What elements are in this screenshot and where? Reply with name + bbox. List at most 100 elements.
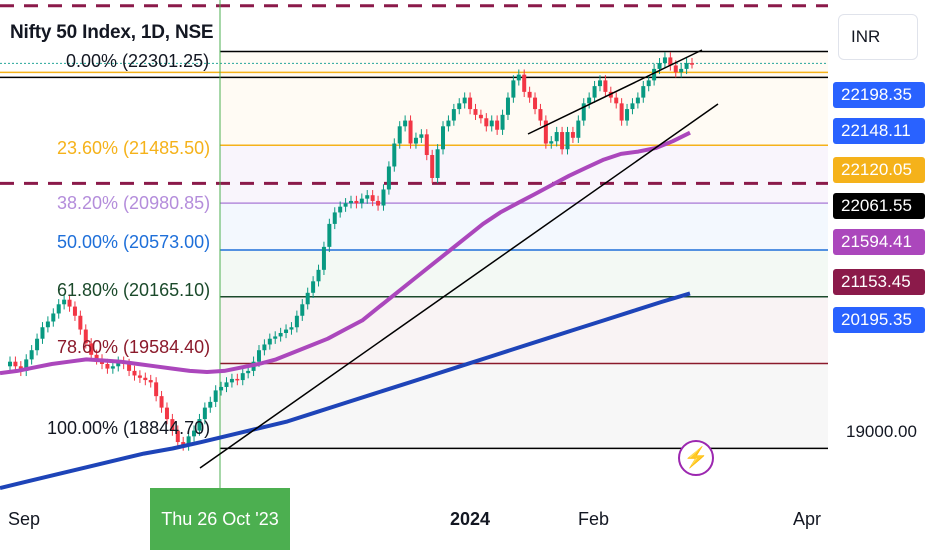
candle-body	[148, 380, 153, 383]
candle-body	[51, 313, 56, 322]
ema-short-line	[0, 130, 691, 376]
x-tick-apr: Apr	[793, 509, 822, 529]
candle-body	[62, 299, 67, 305]
candle-body	[451, 109, 456, 121]
candle-body	[343, 203, 348, 207]
candle-body	[256, 350, 261, 362]
y-tick-label: 19000.00	[846, 422, 917, 441]
candle-body	[533, 97, 538, 110]
candle-body	[246, 370, 251, 374]
candle-body	[359, 198, 364, 204]
lightning-icon[interactable]: ⚡	[678, 440, 714, 476]
candle-body	[132, 370, 137, 376]
candle-body	[581, 103, 586, 121]
candle-body	[267, 338, 272, 345]
candle-body	[641, 86, 646, 98]
trendline-upper	[527, 49, 703, 135]
candle-body	[500, 114, 505, 130]
price-label: 21594.41	[833, 229, 925, 255]
fib-label: 23.60% (21485.50)	[57, 138, 211, 158]
candle-body	[592, 86, 597, 98]
fib-zone	[220, 249, 828, 297]
candle-body	[397, 126, 402, 144]
fib-zone	[220, 51, 828, 146]
candle-body	[657, 63, 662, 69]
chart-title: Nifty 50 Index, 1D, NSE	[10, 22, 214, 43]
candle-body	[197, 419, 202, 431]
candle-body	[549, 141, 554, 144]
candle-body	[105, 363, 110, 369]
candle-body	[365, 195, 370, 199]
candle-body	[202, 407, 207, 420]
candle-body	[511, 80, 516, 98]
candle-body	[35, 338, 40, 351]
candle-body	[684, 63, 689, 69]
candle-body	[219, 386, 224, 391]
candle-body	[110, 366, 115, 369]
candle-body	[45, 321, 50, 328]
candle-body	[83, 329, 88, 344]
candle-body	[159, 396, 164, 408]
fib-zone	[220, 363, 828, 449]
candle-body	[516, 74, 521, 81]
currency-selector[interactable]: INR	[838, 14, 918, 60]
candle-body	[262, 344, 267, 351]
candle-body	[224, 382, 229, 387]
candle-body	[646, 80, 651, 87]
candle-body	[284, 329, 289, 333]
candle-body	[278, 332, 283, 337]
candle-body	[614, 97, 619, 104]
candle-body	[403, 120, 408, 127]
candle-body	[565, 132, 570, 150]
candle-body	[522, 74, 527, 92]
price-label: 20195.35	[833, 307, 925, 333]
fib-zone	[220, 203, 828, 250]
candle-body	[170, 419, 175, 431]
candle-body	[635, 97, 640, 104]
candle-body	[289, 327, 294, 330]
candle-body	[505, 97, 510, 115]
candle-body	[370, 195, 375, 201]
candle-body	[137, 375, 142, 378]
candle-body	[381, 189, 386, 206]
candle-body	[94, 354, 99, 360]
candle-body	[376, 200, 381, 206]
candle-body	[338, 206, 343, 213]
candle-body	[419, 134, 424, 138]
candle-body	[673, 65, 678, 73]
price-label: 22198.35	[833, 82, 925, 108]
candle-body	[668, 57, 673, 66]
candle-body	[543, 120, 548, 144]
candle-body	[597, 80, 602, 87]
candle-body	[67, 299, 72, 307]
candle-body	[652, 68, 657, 81]
fib-label: 0.00% (22301.25)	[66, 51, 210, 71]
candle-body	[662, 57, 667, 64]
candle-body	[89, 343, 94, 355]
candle-body	[560, 132, 565, 150]
candle-body	[332, 212, 337, 224]
candle-body	[72, 306, 77, 316]
candle-body	[527, 91, 532, 98]
candle-body	[78, 315, 83, 330]
candle-body	[213, 390, 218, 402]
candle-body	[235, 378, 240, 381]
candle-body	[13, 361, 18, 367]
candle-body	[690, 63, 694, 65]
x-tick-2024: 2024	[450, 509, 491, 529]
candle-body	[441, 126, 446, 150]
candle-body	[554, 132, 559, 142]
fib-label: 100.00% (18844.70)	[47, 418, 211, 438]
candle-body	[468, 97, 473, 110]
candle-body	[24, 359, 29, 371]
price-label: 22148.11	[833, 118, 925, 144]
candle-body	[294, 315, 299, 328]
candle-body	[327, 223, 332, 247]
candle-body	[484, 118, 489, 127]
candle-body	[603, 80, 608, 92]
candle-body	[116, 361, 121, 367]
candle-body	[462, 97, 467, 104]
candle-body	[489, 120, 494, 127]
candle-body	[311, 281, 316, 293]
